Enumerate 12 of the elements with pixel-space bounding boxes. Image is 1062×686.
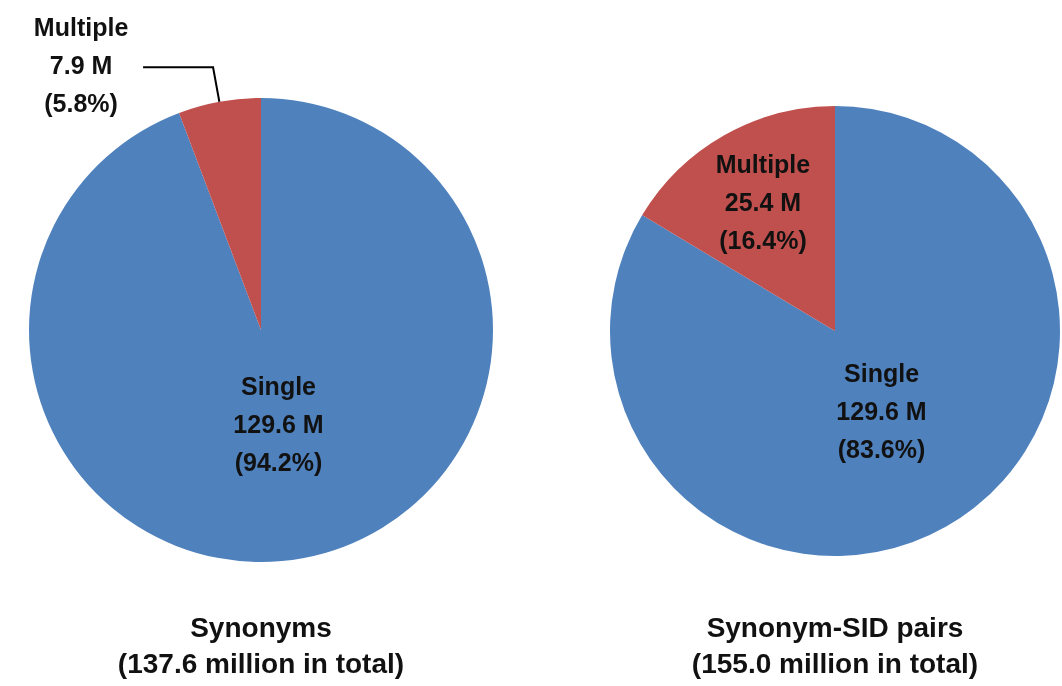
data-label: 7.9 M (5.8%): [44, 51, 118, 118]
slice-label: Single: [240, 371, 317, 400]
slice-label: Single: [844, 359, 920, 388]
slice-label: Multiple: [33, 13, 129, 42]
text: Synonym-SID pairs: [705, 612, 965, 644]
text: (137.6 million in total): [116, 648, 406, 680]
text: (155.0 million in total): [690, 648, 980, 680]
data-label: 129.6 M (94.2%): [233, 409, 324, 476]
text: Synonyms: [189, 612, 333, 644]
slice-label: Multiple: [715, 149, 811, 178]
data-label: 129.6 M (83.6%): [836, 397, 927, 464]
data-label: 25.4 M (16.4%): [719, 187, 807, 254]
